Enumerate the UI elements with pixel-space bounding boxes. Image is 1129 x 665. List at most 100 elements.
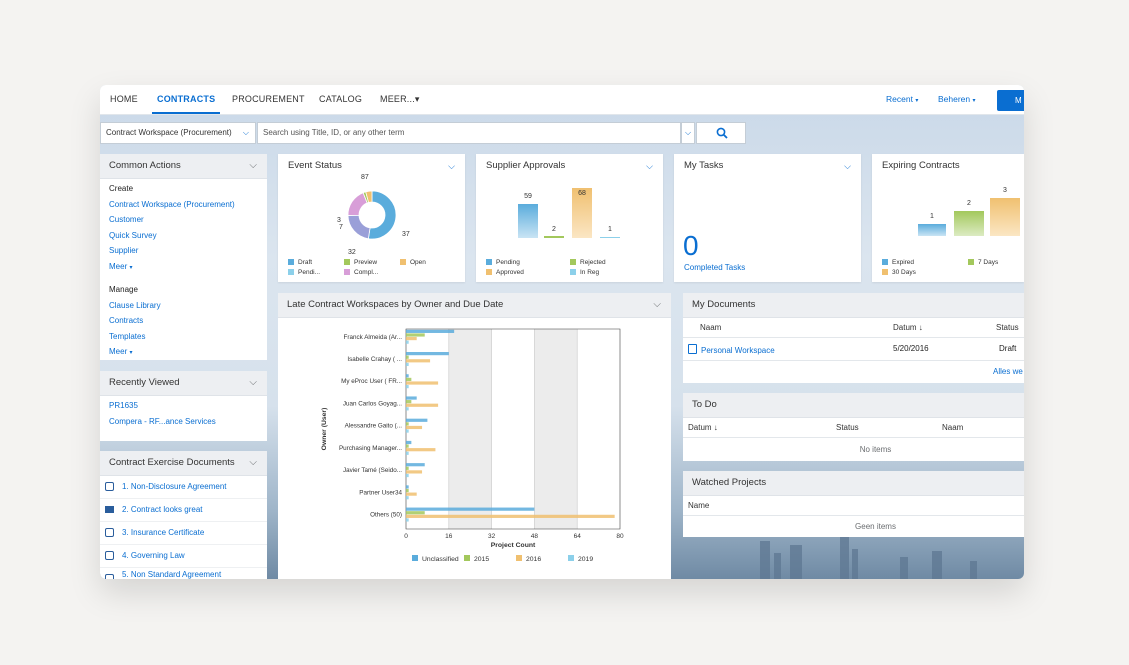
late-workspaces-header[interactable]: Late Contract Workspaces by Owner and Du…: [278, 293, 671, 318]
legend-item: In Reg: [570, 268, 599, 278]
bar-value-label: 59: [524, 193, 532, 200]
chevron-down-icon: ⌵: [242, 128, 249, 137]
legend-label: Pendi...: [298, 269, 321, 276]
tab-procurement[interactable]: PROCUREMENT: [232, 94, 305, 104]
search-scope-value: Contract Workspace (Procurement): [106, 128, 232, 137]
legend-label: 2015: [474, 556, 489, 563]
chevron-down-icon[interactable]: ⌵: [844, 161, 851, 171]
bar-2016: [406, 425, 423, 430]
legend-label: Preview: [354, 259, 378, 266]
recent-item[interactable]: Compera - RF...ance Services: [109, 416, 216, 426]
bar-value-label: 1: [930, 213, 934, 220]
x-tick-label: 48: [531, 533, 539, 540]
chevron-down-icon: ▾: [915, 98, 919, 104]
city-skyline-background: [670, 519, 1024, 579]
column-header-name[interactable]: Name: [688, 501, 710, 510]
app-window: HOME CONTRACTS PROCUREMENT CATALOG MEER.…: [100, 85, 1024, 579]
bar-unclassified: [406, 440, 412, 445]
recent-menu[interactable]: Recent ▾: [886, 85, 918, 114]
expiring-contracts-tile[interactable]: Expiring Contracts 1 2 3 Expired 7 Days …: [872, 154, 1024, 282]
watched-projects-title: Watched Projects: [683, 471, 1024, 496]
supplier-approvals-tile[interactable]: Supplier Approvals ⌵ 59 2 68 1 Pending R…: [476, 154, 663, 282]
column-header-name[interactable]: Naam: [942, 423, 964, 432]
legend-item: Rejected: [570, 258, 606, 268]
bar-2015: [406, 333, 425, 337]
legend-label: 7 Days: [978, 259, 999, 266]
bar-2016: [406, 448, 436, 452]
todo-title: To Do: [683, 393, 1024, 418]
bar-2016: [406, 403, 439, 407]
x-tick-label: 32: [488, 533, 496, 540]
document-date: 5/20/2016: [893, 344, 929, 353]
manage-menu[interactable]: Beheren ▾: [938, 85, 976, 114]
column-header-status[interactable]: Status: [996, 323, 1019, 332]
column-header-status[interactable]: Status: [836, 423, 859, 432]
show-all-link[interactable]: Alles we: [993, 367, 1023, 376]
exercise-doc-item[interactable]: 2. Contract looks great: [100, 499, 267, 522]
bar-2015: [406, 422, 409, 426]
exercise-docs-header[interactable]: Contract Exercise Documents ⌵: [100, 451, 267, 476]
bar-value-label: 3: [1003, 187, 1007, 194]
exercise-doc-item[interactable]: 5. Non Standard Agreement Documents: [100, 568, 267, 579]
create-customer-link[interactable]: Customer: [109, 215, 144, 224]
legend-label: 2016: [526, 556, 541, 563]
column-header-date[interactable]: Datum ↓: [893, 323, 923, 332]
recently-viewed-header[interactable]: Recently Viewed ⌵: [100, 371, 267, 396]
my-tasks-tile[interactable]: My Tasks ⌵ 0 Completed Tasks: [674, 154, 861, 282]
column-header-name[interactable]: Naam: [700, 323, 722, 332]
y-category-label: Alessandre Gaito (...: [345, 423, 403, 430]
search-button[interactable]: [696, 122, 746, 144]
manage-contracts-link[interactable]: Contracts: [109, 316, 144, 325]
legend-swatch: [568, 555, 574, 561]
manage-label: Beheren: [938, 94, 971, 104]
grid-band: [534, 329, 578, 529]
exercise-doc-item[interactable]: 4. Governing Law: [100, 545, 267, 568]
manage-clause-library-link[interactable]: Clause Library: [109, 300, 161, 310]
bar-unclassified: [406, 418, 428, 422]
bar-30-days: [990, 198, 1020, 236]
manage-templates-link[interactable]: Templates: [109, 331, 146, 341]
tab-contracts[interactable]: CONTRACTS: [152, 85, 221, 114]
create-contract-workspace-link[interactable]: Contract Workspace (Procurement): [109, 199, 235, 209]
y-category-label: Isabelle Crahay ( ...: [347, 356, 402, 363]
donut-value-label: 87: [361, 174, 369, 181]
exercise-doc-item[interactable]: 1. Non-Disclosure Agreement: [100, 476, 267, 499]
table-row[interactable]: Personal Workspace: [688, 344, 775, 355]
manage-more-link[interactable]: Meer ▾: [100, 344, 267, 362]
search-scope-select[interactable]: Contract Workspace (Procurement) ⌵: [100, 122, 256, 144]
create-more-link[interactable]: Meer ▾: [100, 259, 267, 277]
recent-item[interactable]: PR1635: [109, 401, 138, 410]
y-category-label: My eProc User ( FR...: [341, 378, 402, 385]
tab-home[interactable]: HOME: [110, 94, 138, 104]
bar-unclassified: [406, 396, 417, 400]
chevron-down-icon[interactable]: ⌵: [646, 161, 653, 171]
document-status: Draft: [999, 344, 1017, 353]
donut-value-label: 7: [339, 224, 343, 231]
create-quick-survey-link[interactable]: Quick Survey: [109, 230, 157, 240]
common-actions-header[interactable]: Common Actions ⌵: [100, 154, 267, 179]
manage-more-label: Meer: [109, 347, 128, 356]
tab-more[interactable]: MEER...▾: [380, 85, 420, 114]
legend-swatch: [516, 555, 522, 561]
event-status-donut-chart: 87 37 32 37: [337, 174, 410, 256]
recently-viewed-title: Recently Viewed: [109, 377, 180, 388]
search-options-dropdown[interactable]: ⌵: [681, 122, 695, 144]
late-workspaces-title: Late Contract Workspaces by Owner and Du…: [287, 299, 504, 310]
search-input[interactable]: Search using Title, ID, or any other ter…: [257, 122, 681, 144]
legend-item: Expired: [882, 258, 914, 268]
envelope-icon: [105, 506, 114, 513]
create-button[interactable]: M: [997, 90, 1024, 111]
chevron-down-icon[interactable]: ⌵: [448, 161, 455, 171]
donut-value-label: 3: [337, 217, 341, 224]
donut-value-label: 32: [348, 249, 356, 256]
legend-label: Expired: [892, 259, 915, 266]
event-status-tile[interactable]: Event Status ⌵ 87 3 7 32 37 Draft Preview Op…: [278, 154, 465, 282]
donut-value-label: 37: [402, 231, 410, 238]
create-supplier-link[interactable]: Supplier: [109, 246, 139, 255]
exercise-doc-item[interactable]: 3. Insurance Certificate: [100, 522, 267, 545]
legend-label: 30 Days: [892, 269, 916, 276]
donut-slice: [365, 190, 373, 203]
tab-catalog[interactable]: CATALOG: [319, 94, 363, 104]
empty-state: No items: [859, 445, 892, 454]
column-header-date[interactable]: Datum ↓: [688, 423, 718, 432]
